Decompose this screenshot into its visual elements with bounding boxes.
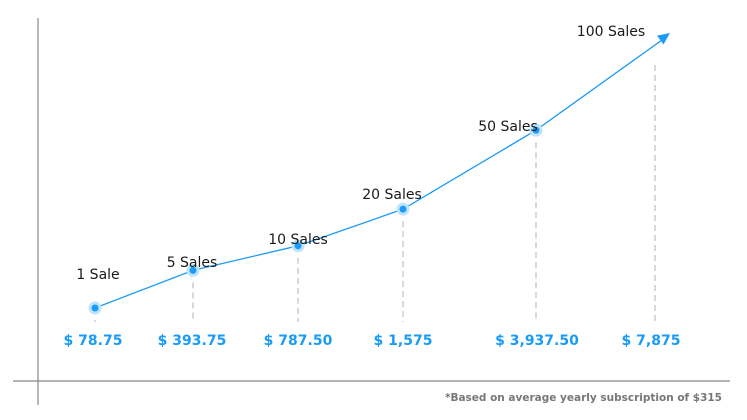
sales-label: 10 Sales <box>268 232 328 248</box>
price-label: $ 7,875 <box>622 333 681 349</box>
sales-label: 50 Sales <box>478 119 538 135</box>
price-label: $ 1,575 <box>374 333 433 349</box>
data-point <box>186 263 200 277</box>
data-point <box>291 239 305 253</box>
footnote: *Based on average yearly subscription of… <box>445 392 722 404</box>
sales-label: 100 Sales <box>577 24 645 40</box>
price-label: $ 393.75 <box>158 333 227 349</box>
price-label: $ 3,937.50 <box>495 333 579 349</box>
sales-label: 5 Sales <box>167 255 218 271</box>
data-point <box>88 301 102 315</box>
data-point <box>529 123 543 137</box>
series-line <box>94 39 663 309</box>
price-label: $ 787.50 <box>264 333 333 349</box>
sales-label: 20 Sales <box>362 187 422 203</box>
price-label: $ 78.75 <box>64 333 123 349</box>
arrow-head-icon <box>657 33 670 45</box>
data-point <box>396 202 410 216</box>
sales-label: 1 Sale <box>76 267 119 283</box>
